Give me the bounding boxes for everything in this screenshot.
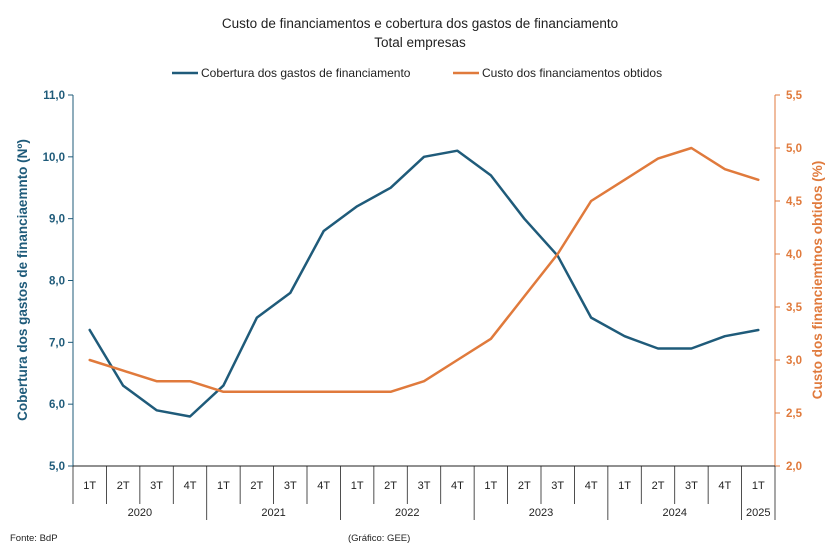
left-tick-label: 10,0 [43,152,65,164]
x-tick-label: 2T [384,480,397,492]
right-tick-label: 2,5 [786,408,803,420]
right-tick-label: 2,0 [786,461,802,473]
year-label: 2021 [261,507,285,519]
chart-title: Custo de financiamentos e cobertura dos … [222,16,618,31]
year-label: 2025 [746,507,770,519]
left-tick-label: 5,0 [49,461,65,473]
x-tick-label: 1T [83,480,96,492]
right-tick-label: 4,0 [786,249,802,261]
chart-subtitle: Total empresas [374,35,466,50]
x-tick-label: 4T [585,480,598,492]
year-label: 2023 [529,507,553,519]
plot-area [88,146,760,418]
x-tick-label: 2T [518,480,531,492]
right-tick-label: 5,5 [786,90,803,102]
category-axis: 1T 2T 3T 4T 1T 2T 3T 4T 1T 2T 3T 4T 1T 2T 3T 4T 1T 2T 3T 4T… [72,465,776,520]
axes: 5,0 6,0 7,0 8,0 9,0 10,0 11,0 2,0 2,5 3,0 3,5 4,0 4,… [43,90,803,473]
credit-note: (Gráfico: GEE) [348,533,410,544]
right-axis-title: Custo dos financiemtnos obtidos (%) [810,161,825,400]
x-tick-label: 1T [217,480,230,492]
x-tick-label: 3T [284,480,297,492]
source-note: Fonte: BdP [10,533,58,544]
right-tick-label: 4,5 [786,196,803,208]
x-tick-label: 3T [551,480,564,492]
x-tick-label: 2T [117,480,130,492]
legend-label-cobertura: Cobertura dos gastos de financiamento [201,66,411,80]
left-tick-label: 11,0 [43,90,65,102]
left-tick-label: 7,0 [49,337,65,349]
year-label: 2022 [395,507,419,519]
series-line-cobertura [88,149,760,418]
x-tick-label: 3T [150,480,163,492]
x-tick-label: 3T [685,480,698,492]
x-tick-label: 1T [484,480,497,492]
x-tick-label: 2T [652,480,665,492]
x-tick-label: 2T [250,480,263,492]
year-label: 2020 [128,507,152,519]
year-label: 2024 [662,507,686,519]
legend-label-custo: Custo dos financiamentos obtidos [482,66,662,80]
x-tick-label: 3T [418,480,431,492]
legend: Cobertura dos gastos de financiamento Cu… [172,66,662,80]
left-tick-label: 8,0 [49,276,65,288]
right-tick-label: 3,0 [786,355,802,367]
right-tick-label: 5,0 [786,143,802,155]
x-tick-label: 4T [718,480,731,492]
x-tick-label: 4T [451,480,464,492]
x-tick-label: 1T [752,480,765,492]
left-axis-title: Cobertura dos gastos de financiaemnto (N… [15,139,30,421]
left-tick-label: 9,0 [49,214,65,226]
x-tick-label: 1T [618,480,631,492]
x-tick-label: 4T [184,480,197,492]
right-tick-label: 3,5 [786,302,803,314]
series-line-custo [88,146,760,394]
left-tick-label: 6,0 [49,399,65,411]
x-tick-label: 4T [317,480,330,492]
x-tick-label: 1T [351,480,364,492]
